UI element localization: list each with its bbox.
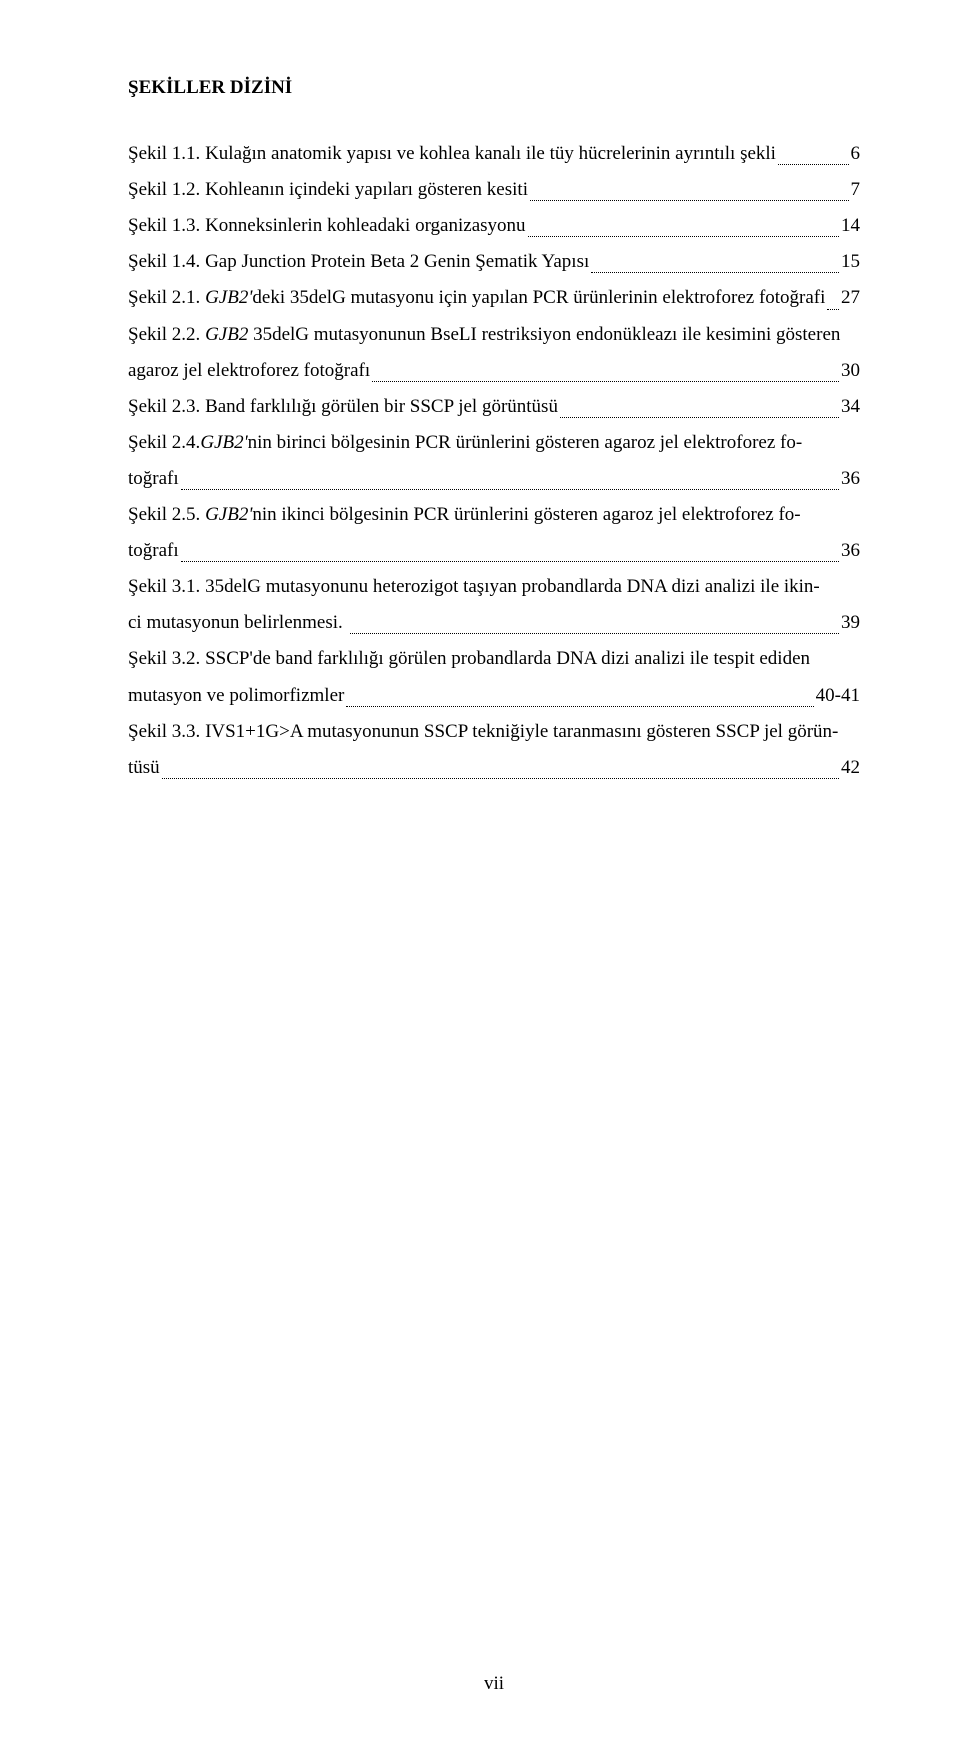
dot-leader [827,308,839,310]
dot-leader [528,235,839,237]
figure-entry: Şekil 1.3. Konneksinlerin kohleadaki org… [128,208,860,244]
figure-entry-page: 36 [841,533,860,569]
figure-entry-text: Gap Junction Protein Beta 2 Genin Şemati… [200,251,589,272]
figure-entry: Şekil 3.1. 35delG mutasyonunu heterozigo… [128,569,860,605]
figure-entry-text: ci mutasyonun belirlenmesi. [128,605,348,641]
dot-leader [346,705,813,707]
figure-entry-page: 27 [841,280,860,316]
figure-entry-text-wrapper: Şekil 2.1. GJB2'deki 35delG mutasyonu iç… [128,280,825,316]
figure-entry-text: nin ikinci bölgesinin PCR ürünlerini gös… [252,504,800,525]
figure-entry-label: Şekil 3.3. [128,721,200,742]
figure-entry-italic: GJB2 [205,324,248,345]
figure-entry-label: Şekil 2.2. [128,324,205,345]
figure-entry: Şekil 1.2. Kohleanın içindeki yapıları g… [128,172,860,208]
figure-entry-label: Şekil 1.3. [128,215,200,236]
figure-entry-text: Kulağın anatomik yapısı ve kohlea kanalı… [200,143,776,164]
figure-entry-text: 35delG mutasyonunun BseLI restriksiyon e… [248,324,840,345]
figure-entry-page: 34 [841,389,860,425]
figure-entry-text: 35delG mutasyonunu heterozigot taşıyan p… [200,576,819,597]
figure-entry-text-wrapper: Şekil 1.2. Kohleanın içindeki yapıları g… [128,172,528,208]
list-of-figures-title: ŞEKİLLER DİZİNİ [128,70,860,106]
figure-entry-continuation: agaroz jel elektroforez fotoğrafı 30 [128,353,860,389]
figure-entry-text: toğrafı [128,533,179,569]
figure-entry-text-wrapper: Şekil 1.1. Kulağın anatomik yapısı ve ko… [128,136,776,172]
figure-entry: Şekil 2.5. GJB2'nin ikinci bölgesinin PC… [128,497,860,533]
figure-entry-italic: GJB2' [205,504,252,525]
figure-entry-text: agaroz jel elektroforez fotoğrafı [128,353,370,389]
figure-entry-page: 36 [841,461,860,497]
figure-entry-label: Şekil 2.3. [128,396,200,417]
figure-entry: Şekil 3.3. IVS1+1G>A mutasyonunun SSCP t… [128,714,860,750]
figure-entry-text: tüsü [128,750,160,786]
figure-entry-continuation: ci mutasyonun belirlenmesi. 39 [128,605,860,641]
figure-entry-text: mutasyon ve polimorfizmler [128,678,344,714]
figure-entry-label: Şekil 2.1. [128,287,200,308]
figure-entry-page: 39 [841,605,860,641]
figure-entry-continuation: toğrafı 36 [128,461,860,497]
dot-leader [181,488,839,490]
figure-entry-continuation: mutasyon ve polimorfizmler 40-41 [128,678,860,714]
dot-leader [591,271,839,273]
figure-entry-page: 40-41 [816,678,860,714]
figure-entry-text: IVS1+1G>A mutasyonunun SSCP tekniğiyle t… [200,721,838,742]
figures-list: Şekil 1.1. Kulağın anatomik yapısı ve ko… [128,136,860,786]
figure-entry-continuation: tüsü 42 [128,750,860,786]
figure-entry-label: Şekil 3.2. [128,648,200,669]
figure-entry-label: Şekil 1.1. [128,143,200,164]
figure-entry: Şekil 2.4.GJB2'nin birinci bölgesinin PC… [128,425,860,461]
figure-entry-text: Band farklılığı görülen bir SSCP jel gör… [200,396,558,417]
figure-entry-italic: GJB2' [200,432,247,453]
figure-entry: Şekil 2.1. GJB2'deki 35delG mutasyonu iç… [128,280,860,316]
figure-entry-continuation: toğrafı 36 [128,533,860,569]
figure-entry-text: Kohleanın içindeki yapıları gösteren kes… [200,179,528,200]
dot-leader [778,163,849,165]
figure-entry-page: 30 [841,353,860,389]
figure-entry: Şekil 3.2. SSCP'de band farklılığı görül… [128,641,860,677]
figure-entry-text-wrapper: Şekil 1.3. Konneksinlerin kohleadaki org… [128,208,526,244]
figure-entry-text: nin birinci bölgesinin PCR ürünlerini gö… [248,432,803,453]
dot-leader [530,199,849,201]
figure-entry-text: Konneksinlerin kohleadaki organizasyonu [200,215,525,236]
dot-leader [560,416,839,418]
figure-entry-page: 6 [851,136,861,172]
figure-entry-label: Şekil 1.4. [128,251,200,272]
figure-entry-text: deki 35delG mutasyonu için yapılan PCR ü… [252,287,825,308]
figure-entry-label: Şekil 2.5. [128,504,205,525]
figure-entry-label: Şekil 1.2. [128,179,200,200]
figure-entry-page: 7 [851,172,861,208]
figure-entry-page: 42 [841,750,860,786]
figure-entry: Şekil 1.4. Gap Junction Protein Beta 2 G… [128,244,860,280]
figure-entry: Şekil 1.1. Kulağın anatomik yapısı ve ko… [128,136,860,172]
figure-entry-text-wrapper: Şekil 1.4. Gap Junction Protein Beta 2 G… [128,244,589,280]
figure-entry: Şekil 2.3. Band farklılığı görülen bir S… [128,389,860,425]
figure-entry-italic: GJB2' [205,287,252,308]
dot-leader [162,777,839,779]
page-number: vii [128,1666,860,1702]
figure-entry-page: 14 [841,208,860,244]
figure-entry-label: Şekil 3.1. [128,576,200,597]
figure-entry-page: 15 [841,244,860,280]
figure-entry: Şekil 2.2. GJB2 35delG mutasyonunun BseL… [128,317,860,353]
figure-entry-label: Şekil 2.4. [128,432,200,453]
figure-entry-text-wrapper: Şekil 2.3. Band farklılığı görülen bir S… [128,389,558,425]
dot-leader [350,632,839,634]
dot-leader [181,560,839,562]
figure-entry-text: SSCP'de band farklılığı görülen probandl… [200,648,810,669]
figure-entry-text: toğrafı [128,461,179,497]
dot-leader [372,380,839,382]
